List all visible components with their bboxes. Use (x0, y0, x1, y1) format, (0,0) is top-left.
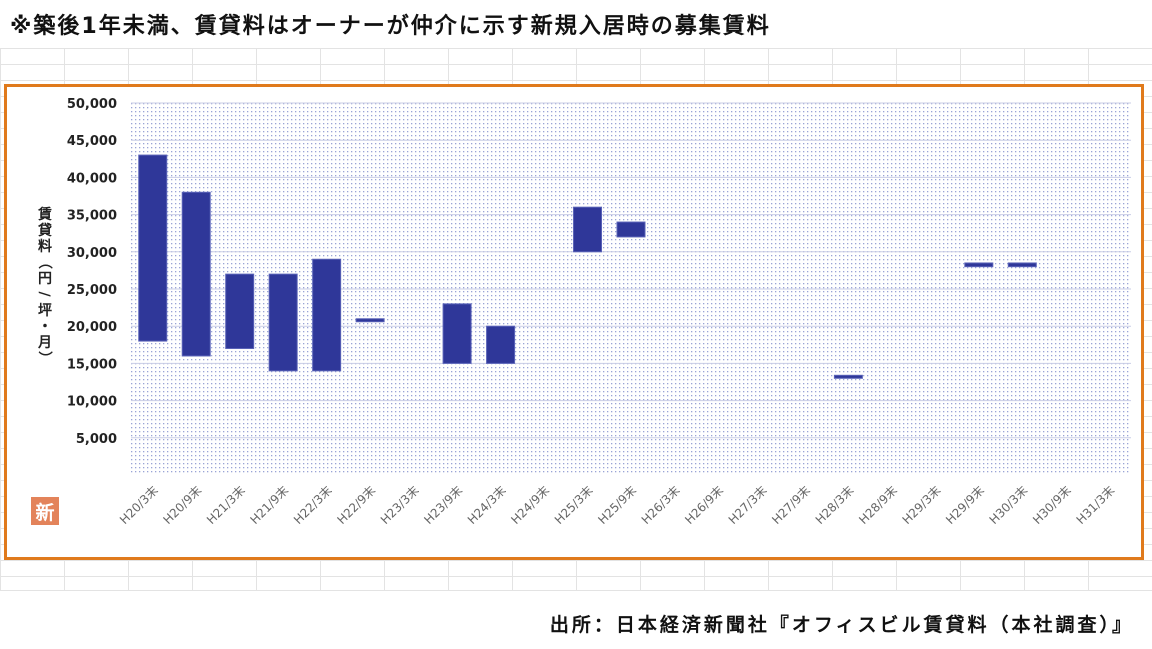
range-bar (181, 191, 211, 357)
y-axis-label-char: （ (36, 255, 52, 269)
x-tick-label: H25/9末 (595, 483, 639, 527)
x-tick-label: H29/3末 (900, 483, 944, 527)
y-axis-label-char: 円 (38, 271, 52, 287)
x-tick-label: H29/9末 (943, 483, 987, 527)
x-tick-label: H23/9末 (421, 483, 465, 527)
range-bar (486, 325, 516, 364)
y-tick-label: 45,000 (67, 134, 117, 149)
range-bar (616, 221, 646, 238)
x-tick-label: H26/9末 (682, 483, 726, 527)
x-tick-label: H21/9末 (247, 483, 291, 527)
range-bar (312, 258, 342, 372)
chart-frame[interactable]: 5,000 10,000 15,000 20,000 25,000 30,000 35,00… (4, 84, 1144, 560)
range-bar (833, 374, 863, 379)
y-tick-label: 30,000 (67, 246, 117, 261)
y-tick-label: 40,000 (67, 171, 117, 186)
x-tick-label: H22/3末 (291, 483, 335, 527)
x-tick-label: H25/3末 (552, 483, 596, 527)
y-tick-label: 50,000 (67, 97, 117, 112)
y-axis-label-char: 賃 (37, 206, 52, 223)
range-bar (964, 262, 994, 268)
y-tick-label: 15,000 (67, 357, 117, 372)
x-tick-label: H28/9末 (856, 483, 900, 527)
range-bar (268, 273, 298, 372)
range-bar (442, 303, 472, 364)
y-axis-label-char: / (36, 291, 52, 297)
x-tick-label: H24/9末 (508, 483, 552, 527)
x-tick-label: H27/3末 (726, 483, 770, 527)
x-tick-label: H23/3末 (378, 483, 422, 527)
logo-badge: 新 (31, 497, 59, 525)
source-citation: 出所：日本経済新聞社『オフィスビル賃貸料（本社調査）』 (549, 614, 1134, 636)
x-tick-label: H28/3末 (813, 483, 857, 527)
y-axis-label-char: ・ (38, 319, 52, 335)
x-tick-label: H20/3末 (117, 483, 161, 527)
y-axis-ticks: 5,000 10,000 15,000 20,000 25,000 30,000 35,00… (67, 97, 117, 447)
x-tick-label: H30/3末 (987, 483, 1031, 527)
range-bar (355, 318, 385, 323)
chart-note: ※築後1年未満、賃貸料はオーナーが仲介に示す新規入居時の募集賃料 (10, 14, 771, 39)
y-axis-label: 賃貸料（ 円 / 坪・月） (36, 206, 52, 365)
range-bar (573, 206, 603, 253)
y-axis-label-char: 坪 (38, 303, 52, 319)
x-tick-label: H24/3末 (465, 483, 509, 527)
y-axis-label-char: 料 (38, 238, 52, 255)
y-tick-label: 25,000 (67, 283, 117, 298)
rent-range-chart: 5,000 10,000 15,000 20,000 25,000 30,000 35,00… (36, 97, 1131, 527)
range-bar (138, 154, 168, 342)
y-tick-label: 35,000 (67, 209, 117, 224)
y-tick-label: 20,000 (67, 320, 117, 335)
x-tick-label: H31/3末 (1074, 483, 1118, 527)
x-tick-label: H30/9末 (1030, 483, 1074, 527)
x-tick-label: H26/3末 (639, 483, 683, 527)
range-bar (1007, 262, 1037, 268)
x-axis-ticks: H20/3末 H20/9末 H21/3末 H21/9末 H22/3末 H22/9末 H23/… (117, 483, 1117, 527)
bars (138, 154, 1037, 379)
x-tick-label: H22/9末 (334, 483, 378, 527)
y-axis-label-char: 月 (37, 335, 52, 351)
y-axis-label-char: ） (36, 351, 52, 365)
y-axis-label-char: 貸 (37, 222, 52, 239)
range-bar (225, 273, 255, 350)
x-tick-label: H27/9末 (769, 483, 813, 527)
x-tick-label: H20/9末 (161, 483, 205, 527)
footer-band (0, 590, 1152, 649)
header-band (0, 0, 1152, 48)
y-tick-label: 10,000 (67, 395, 117, 410)
y-tick-label: 5,000 (76, 432, 117, 447)
x-tick-label: H21/3末 (204, 483, 248, 527)
